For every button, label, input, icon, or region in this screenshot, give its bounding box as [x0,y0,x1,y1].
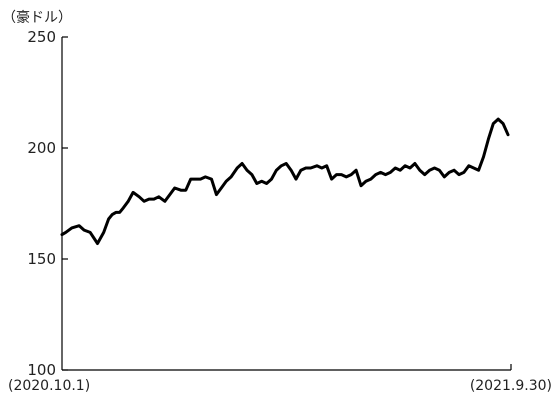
series-line [60,117,510,245]
y-ticks: 100 150 200 250 [27,28,68,379]
x-start-label: (2020.10.1) [8,378,90,394]
y-tick-label: 250 [27,28,56,46]
y-tick-label: 100 [27,361,56,379]
y-tick-label: 150 [27,250,56,268]
y-unit-label: （豪ドル） [2,10,72,26]
y-tick-label: 200 [27,139,56,157]
x-end-label: (2021.9.30) [470,378,552,394]
